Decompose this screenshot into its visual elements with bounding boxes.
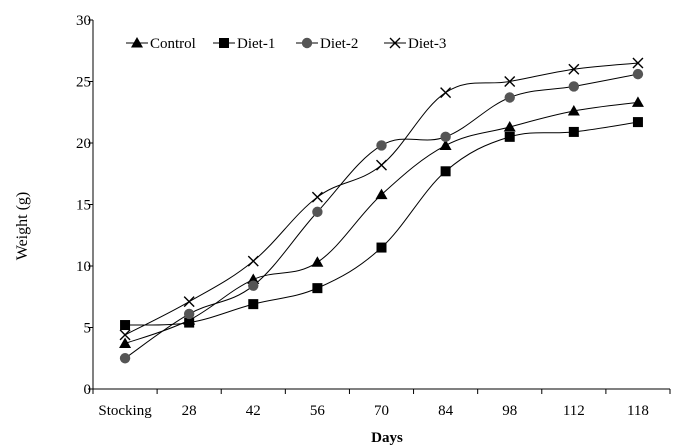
series-lines [124,62,639,359]
y-tick-label: 20 [76,136,91,152]
legend: Control Diet-1 Diet-2 Diet-3 [126,36,446,52]
data-point-control [375,188,388,200]
data-point-diet-2 [312,206,323,218]
x-tick-label: Stocking [98,403,152,419]
data-point-control [631,96,644,107]
x-tick-label: 84 [438,403,454,419]
data-point-control [567,105,580,116]
x-axis-label: Days [371,430,403,446]
data-point-diet-2 [376,140,387,151]
y-tick-label: 25 [76,75,91,91]
data-point-control [119,337,132,348]
x-tick-label: 70 [374,403,389,419]
data-point-diet-3 [119,329,131,341]
data-point-diet-1 [248,299,259,310]
y-tick-label: 0 [84,382,92,398]
data-point-control [247,273,260,285]
x-tick-label: 56 [310,403,326,419]
legend-label-diet-1: Diet-1 [237,36,275,52]
data-point-diet-3 [440,87,452,99]
data-point-diet-3 [568,63,580,75]
data-point-diet-2 [632,68,644,80]
legend-marker-diet-2 [301,37,313,49]
data-point-diet-2 [504,92,515,103]
data-point-diet-1 [568,126,579,137]
series-line-diet-2 [124,73,639,359]
x-ticks: Stocking 28 42 56 70 84 98 112 118 [92,389,671,419]
data-point-diet-3 [376,159,387,171]
data-point-diet-3 [504,76,516,87]
x-tick-label: 118 [627,403,649,419]
y-ticks: 0 5 10 15 20 25 30 [76,13,93,398]
x-tick-label: 98 [502,403,517,419]
y-tick-label: 5 [84,321,92,337]
data-point-control [311,256,324,267]
data-point-diet-2 [248,280,259,291]
x-tick-label: 112 [563,403,585,419]
legend-label-control: Control [150,36,196,52]
data-point-diet-1 [120,320,131,331]
y-axis-label: Weight (g) [14,192,31,260]
x-tick-label: 42 [246,403,261,419]
data-point-diet-2 [119,353,131,364]
data-point-diet-2 [183,308,195,320]
data-point-diet-3 [632,57,644,69]
axes [92,20,670,390]
legend-marker-diet-1 [219,38,229,48]
data-point-diet-1 [312,283,323,294]
data-point-diet-1 [632,117,643,128]
series-markers [119,57,644,364]
legend-label-diet-3: Diet-3 [408,36,446,52]
y-tick-label: 15 [76,198,91,214]
data-point-diet-1 [504,131,515,142]
legend-label-diet-2: Diet-2 [320,36,358,52]
data-point-diet-3 [311,191,323,203]
series-line-control [124,101,639,344]
data-point-diet-2 [440,131,451,143]
data-point-diet-1 [184,317,195,328]
data-point-diet-1 [440,166,451,177]
data-point-control [503,121,516,132]
data-point-diet-3 [247,255,259,267]
data-point-diet-3 [183,296,195,308]
y-tick-label: 10 [76,259,91,275]
data-point-diet-2 [568,81,580,92]
data-point-control [439,139,452,150]
legend-marker-control [131,37,143,48]
x-tick-label: 28 [182,403,197,419]
data-point-diet-1 [376,242,387,253]
y-tick-label: 30 [76,13,91,29]
legend-marker-diet-3 [389,37,401,49]
